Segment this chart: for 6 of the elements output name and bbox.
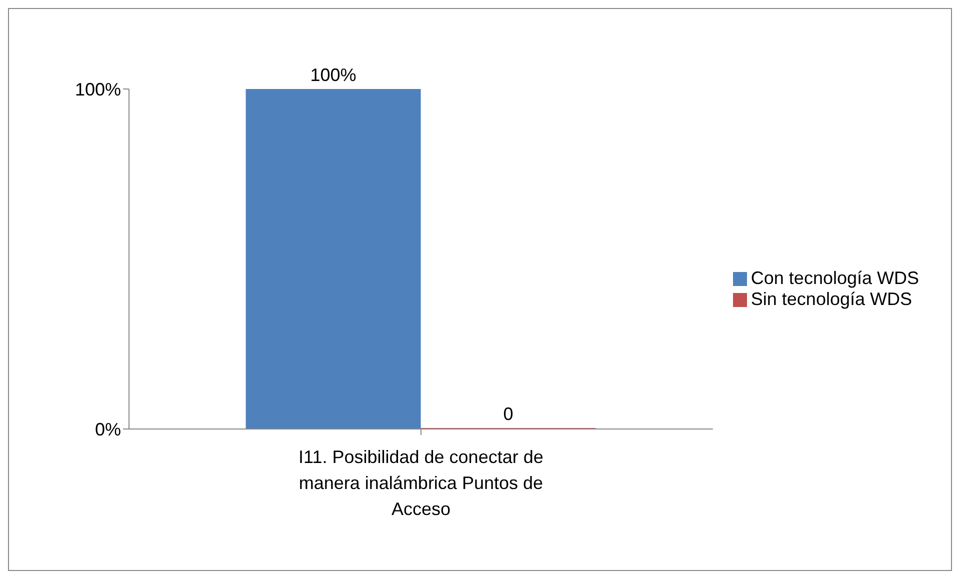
legend-label: Con tecnología WDS xyxy=(750,268,919,288)
x-tick-label: I11. Posibilidad de conectar de manera inalámbrica Puntos de Acceso xyxy=(298,447,544,519)
y-tick-label: 0% xyxy=(94,419,121,440)
data-label: 0 xyxy=(503,404,514,424)
legend-label: Sin tecnología WDS xyxy=(750,289,912,309)
data-label: 100% xyxy=(310,65,356,85)
